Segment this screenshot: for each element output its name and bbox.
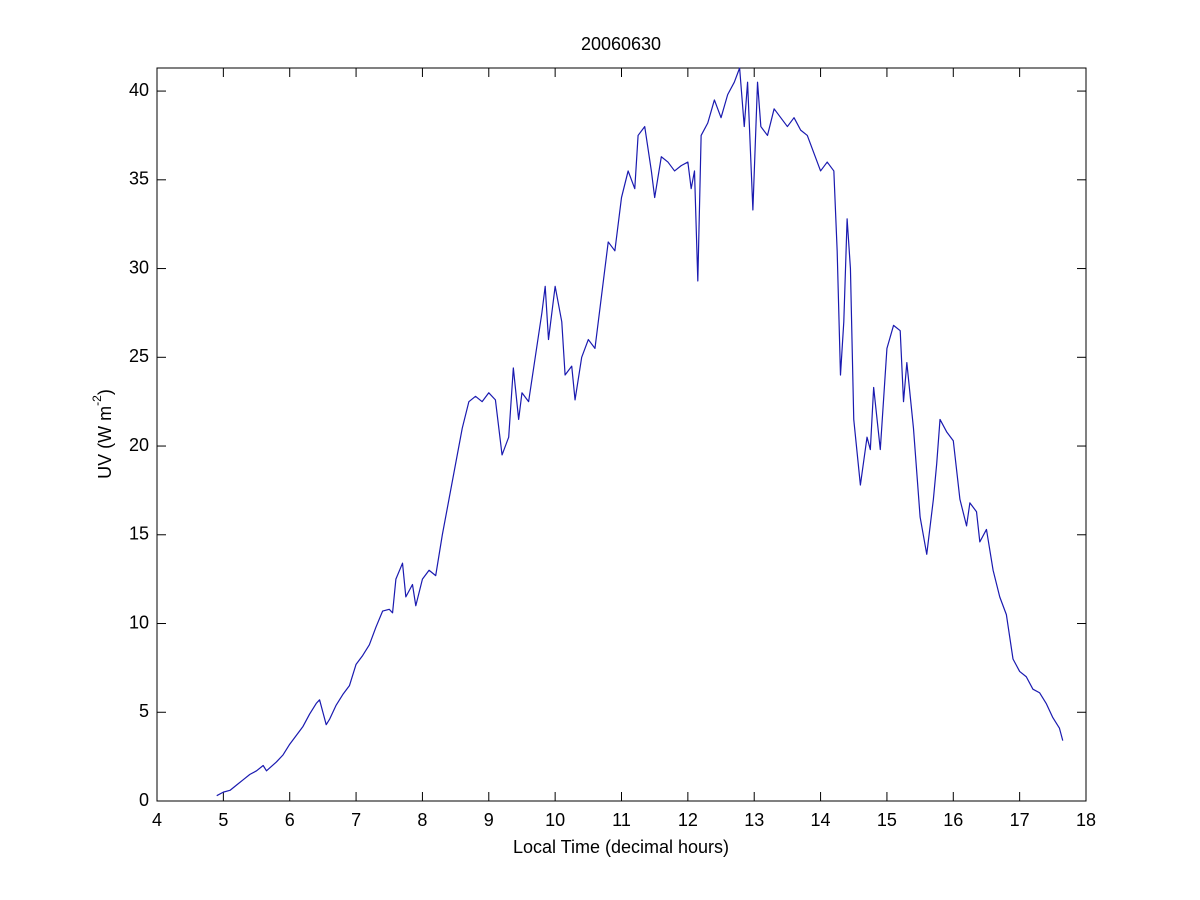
x-tick-label: 18 <box>1076 810 1096 830</box>
y-tick-label: 40 <box>129 80 149 100</box>
x-tick-label: 13 <box>744 810 764 830</box>
y-tick-label: 30 <box>129 257 149 277</box>
y-tick-label: 15 <box>129 524 149 544</box>
x-tick-label: 11 <box>612 810 631 830</box>
x-tick-label: 10 <box>545 810 565 830</box>
plot-area <box>156 67 1087 802</box>
x-tick-label: 8 <box>417 810 427 830</box>
x-tick-label: 16 <box>943 810 963 830</box>
y-axis-label: UV (W m-2) <box>90 389 115 479</box>
y-axis-label-superscript: -2 <box>90 395 104 406</box>
y-tick-label: 0 <box>139 790 149 810</box>
x-axis-label: Local Time (decimal hours) <box>513 837 729 857</box>
x-tick-label: 9 <box>484 810 494 830</box>
x-tick-label: 12 <box>678 810 698 830</box>
x-tick-label: 4 <box>152 810 162 830</box>
x-tick-label: 6 <box>285 810 295 830</box>
x-tick-label: 7 <box>351 810 361 830</box>
y-tick-label: 10 <box>129 612 149 632</box>
x-tick-label: 14 <box>811 810 831 830</box>
y-tick-label: 35 <box>129 169 149 189</box>
data-line <box>216 67 1064 797</box>
chart-title: 20060630 <box>581 34 661 54</box>
y-tick-label: 25 <box>129 346 149 366</box>
y-axis-label-text: UV (W m <box>95 406 115 479</box>
x-tick-label: 15 <box>877 810 897 830</box>
x-tick-label: 17 <box>1010 810 1030 830</box>
x-tick-label: 5 <box>218 810 228 830</box>
y-tick-label: 5 <box>139 701 149 721</box>
y-tick-label: 20 <box>129 435 149 455</box>
y-axis-label-suffix: ) <box>95 389 115 395</box>
